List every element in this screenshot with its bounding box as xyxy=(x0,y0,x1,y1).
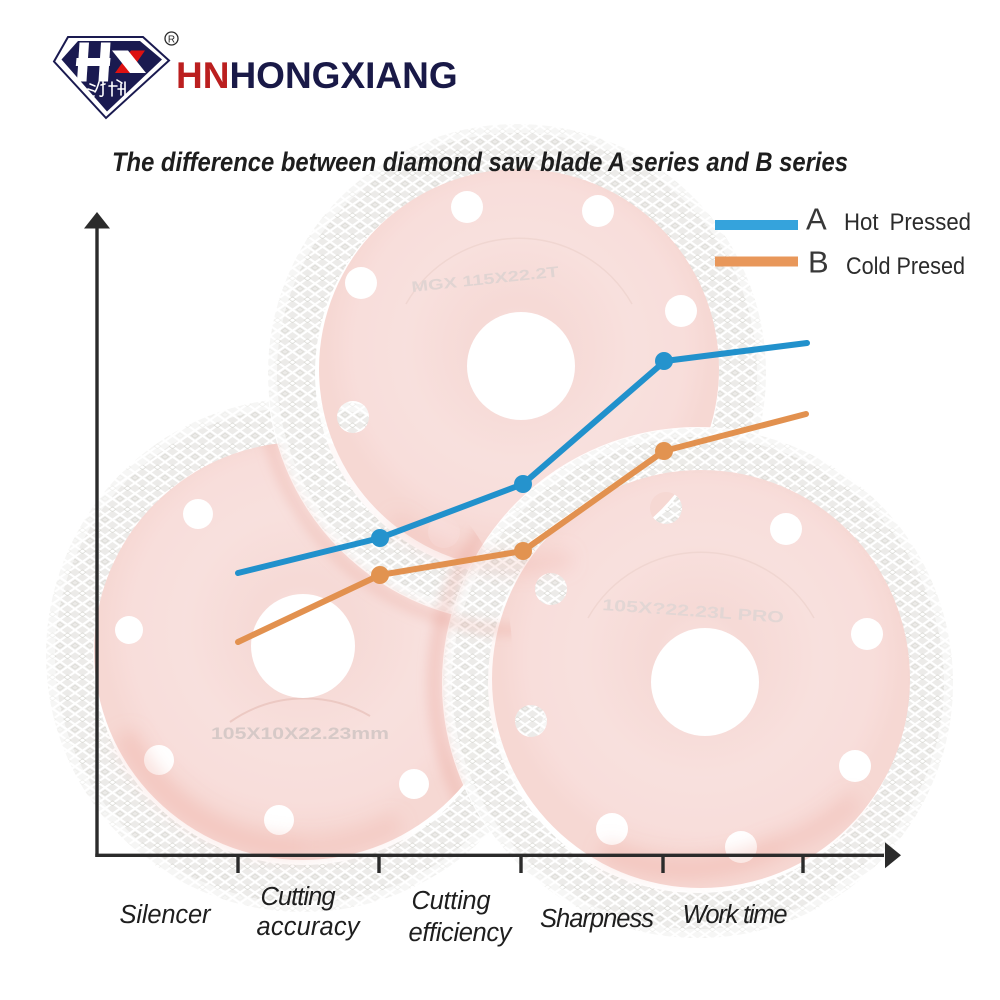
svg-text:B: B xyxy=(808,245,829,280)
svg-text:HNHONGXIANG: HNHONGXIANG xyxy=(176,55,458,96)
svg-text:Silencer: Silencer xyxy=(120,901,213,929)
svg-text:Cutting: Cutting xyxy=(261,883,336,911)
svg-text:Cutting: Cutting xyxy=(412,887,491,915)
svg-text:A: A xyxy=(806,202,827,237)
svg-text:accuracy: accuracy xyxy=(257,913,362,941)
svg-text:The difference between diamond: The difference between diamond saw blade… xyxy=(112,147,848,177)
svg-text:105X10X22.23mm: 105X10X22.23mm xyxy=(211,724,389,743)
svg-text:Hot Pressed: Hot Pressed xyxy=(844,209,971,236)
svg-text:Cold Presed: Cold Presed xyxy=(846,253,965,280)
svg-text:R: R xyxy=(168,35,175,46)
svg-text:Work time: Work time xyxy=(683,901,788,929)
svg-text:Sharpness: Sharpness xyxy=(540,905,654,933)
svg-text:efficiency: efficiency xyxy=(409,919,514,947)
